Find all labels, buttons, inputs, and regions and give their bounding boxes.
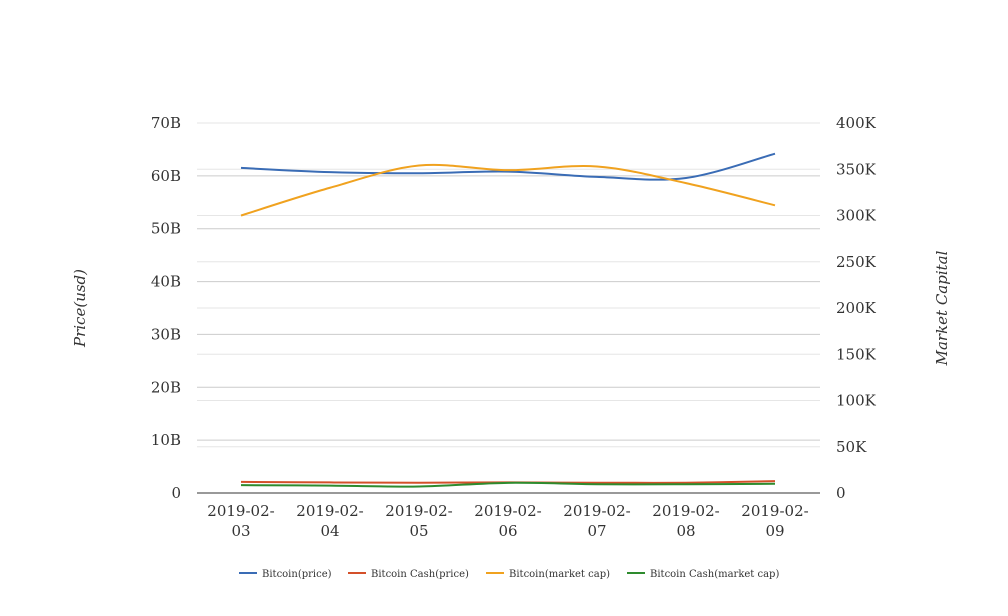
y-axis-left: 0 10B 20B 30B 40B 50B 60B 70B [151,114,181,502]
y-tick-label: 20B [151,378,181,396]
y-tick-label: 50B [151,220,181,238]
y2-tick-label: 350K [836,160,877,178]
y2-axis-title: Market Capital [933,250,951,366]
legend-label-2: Bitcoin(market cap) [509,569,610,580]
x-tick-label: 2019-02-06 [474,502,541,540]
legend-label-3: Bitcoin Cash(market cap) [650,569,779,580]
x-tick-label: 2019-02-08 [652,502,719,540]
y-tick-label: 70B [151,114,181,132]
y-axis-title: Price(usd) [71,269,89,348]
y-tick-label: 0 [171,484,181,502]
y2-tick-label: 0 [836,484,846,502]
series-line-2 [240,163,776,217]
x-tick-label: 2019-02-09 [741,502,808,540]
y-tick-label: 10B [151,431,181,449]
x-tick-label: 2019-02-07 [563,502,630,540]
y-tick-label: 40B [151,273,181,291]
y2-tick-label: 400K [836,114,877,132]
series-line-3 [240,481,776,488]
y2-tick-label: 150K [836,345,877,363]
x-axis: 2019-02-03 2019-02-04 2019-02-05 2019-02-06… [197,492,820,540]
y2-tick-label: 50K [836,438,867,456]
x-tick-label: 2019-02-04 [296,502,363,540]
y-axis-right: 0 50K 100K 150K 200K 250K 300K 350K 400K [836,114,877,502]
y2-tick-label: 200K [836,299,877,317]
x-tick-label: 2019-02-03 [207,502,274,540]
series-lines [240,152,776,488]
y2-tick-label: 300K [836,207,877,225]
y-tick-label: 30B [151,325,181,343]
x-tick-label: 2019-02-05 [385,502,452,540]
y2-tick-label: 250K [836,253,877,271]
legend-label-0: Bitcoin(price) [262,569,332,580]
legend: Bitcoin(price) Bitcoin Cash(price) Bitcoin… [239,569,779,580]
legend-label-1: Bitcoin Cash(price) [371,569,469,580]
series-line-0 [240,152,776,181]
y2-tick-label: 100K [836,392,877,410]
y-tick-label: 60B [151,167,181,185]
